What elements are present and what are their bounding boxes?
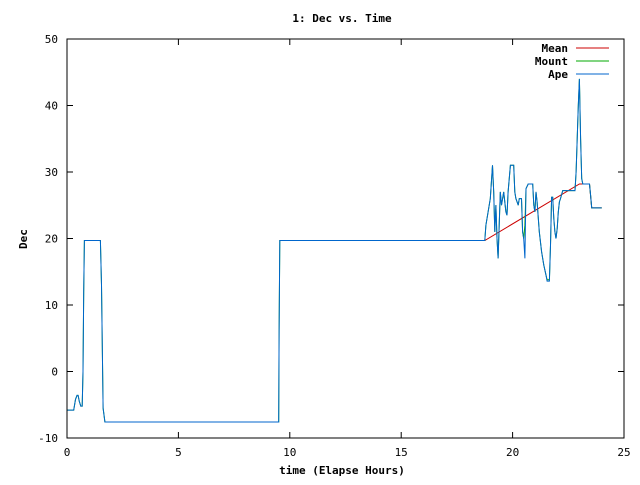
series-line-ape [67, 78, 602, 423]
chart-title: 1: Dec vs. Time [292, 12, 392, 25]
y-axis-label: Dec [17, 229, 30, 249]
y-tick-label: 30 [45, 166, 58, 179]
x-tick-label: 0 [64, 446, 71, 459]
legend-label-mount: Mount [535, 55, 568, 68]
y-tick-label: 0 [51, 366, 58, 379]
series-layer [67, 78, 602, 423]
x-axis-label: time (Elapse Hours) [279, 464, 405, 477]
x-tick-label: 25 [617, 446, 630, 459]
plot-frame [66, 38, 625, 439]
series-line-mean [298, 183, 602, 241]
ticks-layer: 0 5 10 15 20 25 -10 0 10 20 30 40 50 [38, 33, 631, 459]
y-tick-label: 10 [45, 299, 58, 312]
y-tick-label: 20 [45, 233, 58, 246]
x-tick-label: 20 [506, 446, 519, 459]
series-line-mount [67, 78, 602, 423]
y-tick-label: -10 [38, 432, 58, 445]
y-tick-label: 50 [45, 33, 58, 46]
x-tick-label: 10 [283, 446, 296, 459]
x-tick-label: 5 [175, 446, 182, 459]
y-tick-label: 40 [45, 100, 58, 113]
legend-label-ape: Ape [548, 68, 568, 81]
x-tick-label: 15 [395, 446, 408, 459]
legend-label-mean: Mean [542, 42, 569, 55]
